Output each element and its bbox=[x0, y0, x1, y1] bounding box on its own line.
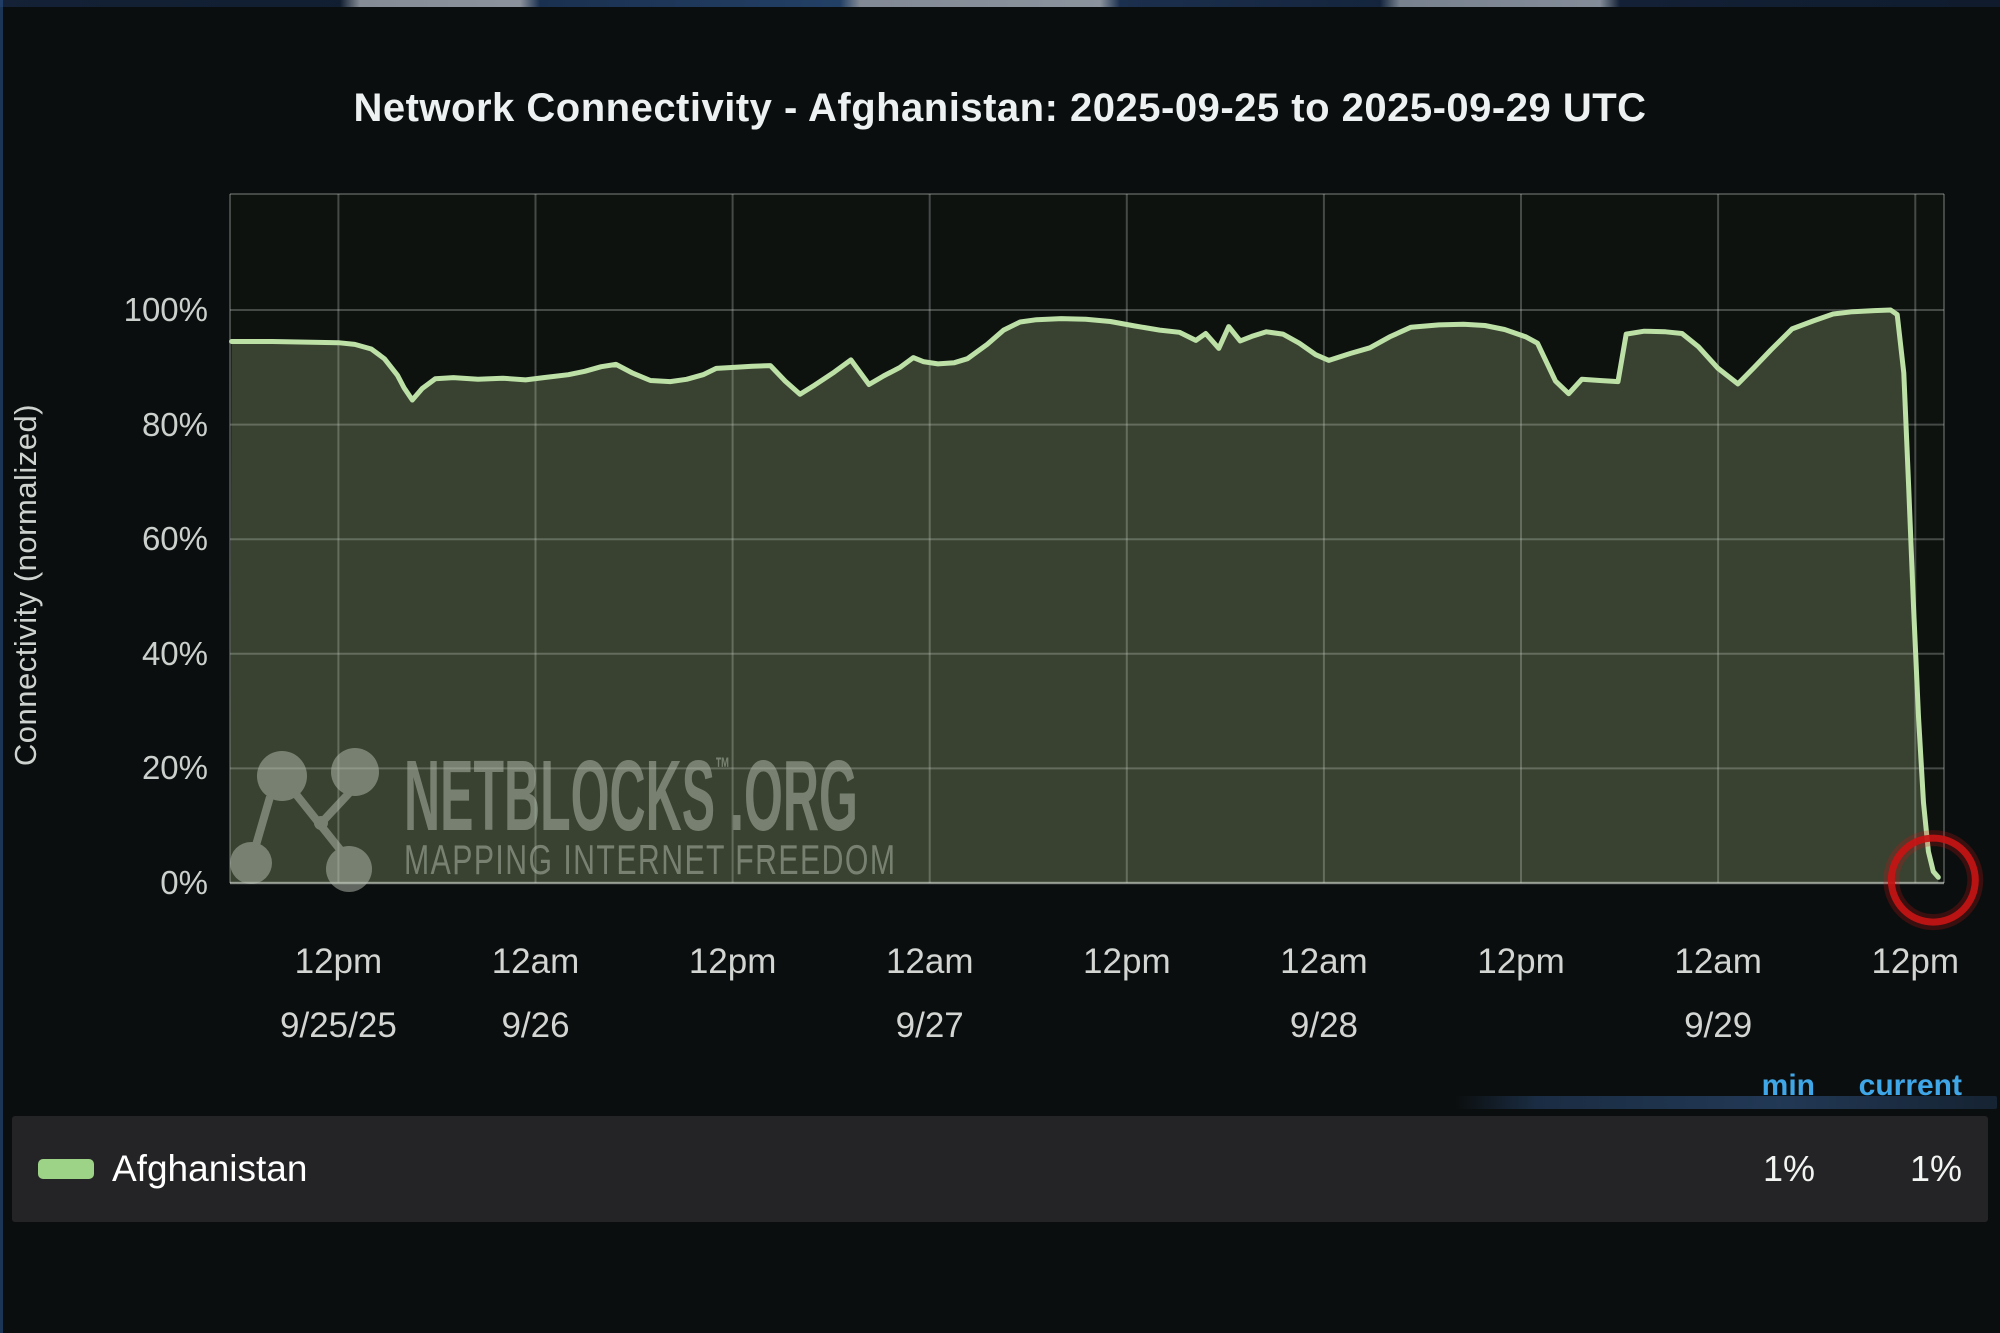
watermark-tagline: MAPPING INTERNET FREEDOM bbox=[404, 836, 896, 883]
legend-header-min: min bbox=[1761, 1069, 1815, 1102]
x-tick-time-label: 12pm bbox=[1871, 942, 1960, 981]
x-tick-date-label: 9/25/25 bbox=[280, 1006, 397, 1045]
connectivity-line bbox=[229, 307, 1941, 880]
x-tick-time-label: 12pm bbox=[1083, 942, 1171, 981]
y-tick-label-80: 80% bbox=[141, 405, 208, 443]
y-tick-label-0: 0% bbox=[160, 864, 208, 901]
netblocks-logo-icon bbox=[230, 748, 379, 892]
legend-top-blue-streak bbox=[1455, 1096, 1997, 1109]
y-tick-label-40: 40% bbox=[141, 634, 208, 672]
x-tick-time-label: 12pm bbox=[688, 942, 777, 981]
legend-row[interactable]: Afghanistan 1% 1% bbox=[12, 1116, 1988, 1222]
drop-annotation-circle bbox=[1887, 834, 1979, 926]
legend-series-label: Afghanistan bbox=[112, 1148, 308, 1189]
watermark-suffix: .ORG bbox=[730, 739, 858, 852]
top-edge-line bbox=[0, 0, 2000, 7]
x-tick-date-label: 9/27 bbox=[895, 1006, 964, 1045]
grid-lines bbox=[230, 194, 1944, 884]
watermark-brand: NETBLOCKS™.ORG bbox=[404, 739, 858, 852]
chart-title: Network Connectivity - Afghanistan: 2025… bbox=[353, 86, 1647, 130]
x-tick-time-label: 12am bbox=[1280, 942, 1368, 981]
y-tick-label-60: 60% bbox=[141, 520, 208, 558]
x-tick-date-label: 9/28 bbox=[1289, 1006, 1358, 1045]
area-fill bbox=[230, 310, 1939, 883]
x-tick-date-label: 9/29 bbox=[1684, 1006, 1753, 1045]
y-tick-label-20: 20% bbox=[141, 749, 208, 787]
legend-current-value: 1% bbox=[1909, 1148, 1962, 1189]
x-tick-date-label: 9/26 bbox=[501, 1006, 570, 1045]
x-tick-time-label: 12am bbox=[491, 942, 580, 981]
watermark-tm: ™ bbox=[715, 753, 730, 786]
legend-swatch bbox=[38, 1159, 94, 1179]
netblocks-watermark: NETBLOCKS™.ORG MAPPING INTERNET FREEDOM bbox=[230, 739, 896, 892]
x-tick-time-label: 12pm bbox=[294, 942, 383, 981]
legend-header-current: current bbox=[1858, 1069, 1962, 1102]
y-tick-label-100: 100% bbox=[123, 291, 208, 328]
x-tick-time-label: 12pm bbox=[1477, 942, 1565, 981]
x-tick-time-label: 12am bbox=[885, 942, 974, 981]
x-tick-time-label: 12am bbox=[1674, 942, 1762, 981]
legend-min-value: 1% bbox=[1762, 1148, 1815, 1189]
netblocks-watermark-text: NETBLOCKS™.ORG MAPPING INTERNET FREEDOM bbox=[404, 739, 896, 883]
left-edge-line bbox=[0, 0, 3, 1333]
